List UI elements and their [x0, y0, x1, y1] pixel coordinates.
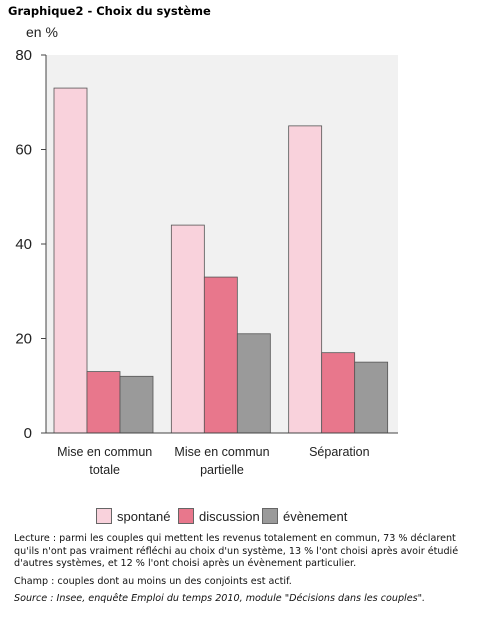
bar-discussion-1 — [203, 276, 238, 434]
bar-évènement-2 — [354, 361, 389, 434]
legend-label-spontane: spontané — [117, 508, 171, 524]
bar-discussion-2 — [321, 352, 356, 434]
bar-spontané-0 — [53, 87, 88, 434]
bar-évènement-1 — [236, 333, 271, 434]
legend-item-spontane: spontané — [96, 508, 171, 524]
bar-évènement-0 — [119, 375, 154, 434]
legend-swatch-evenement — [262, 508, 278, 524]
x-category-label: Mise en commun — [174, 445, 269, 459]
legend-swatch-spontane — [96, 508, 112, 524]
legend-swatch-discussion — [178, 508, 194, 524]
bar-discussion-0 — [86, 371, 121, 434]
y-tick-label: 40 — [15, 236, 32, 253]
y-tick-label: 0 — [24, 425, 32, 442]
y-axis-ticks: 0 20 40 60 80 — [15, 47, 46, 442]
note-lecture: Lecture : parmi les couples qui mettent … — [14, 533, 459, 569]
chart-title: Graphique2 - Choix du système — [8, 4, 211, 18]
y-tick-label: 20 — [15, 331, 32, 348]
y-tick-label: 80 — [15, 47, 32, 64]
y-axis-label: en % — [26, 24, 58, 40]
legend: spontané discussion évènement — [96, 508, 396, 530]
note-source: Source : Insee, enquête Emploi du temps … — [14, 593, 426, 604]
y-tick-label: 60 — [15, 142, 32, 159]
x-axis-labels: Mise en commun totale Mise en commun partie… — [57, 445, 370, 477]
x-category-label: Séparation — [309, 445, 370, 459]
legend-label-discussion: discussion — [199, 508, 260, 524]
notes: Lecture : parmi les couples qui mettent … — [14, 533, 480, 611]
note-champ: Champ : couples dont au moins un des con… — [14, 575, 292, 587]
x-category-label: partielle — [200, 463, 244, 477]
legend-label-evenement: évènement — [283, 508, 348, 524]
bar-spontané-1 — [170, 224, 205, 434]
legend-item-evenement: évènement — [262, 508, 347, 524]
bars — [53, 87, 389, 434]
x-category-label: totale — [89, 463, 120, 477]
legend-item-discussion: discussion — [178, 508, 260, 524]
x-category-label: Mise en commun — [57, 445, 152, 459]
bar-spontané-2 — [288, 125, 323, 434]
